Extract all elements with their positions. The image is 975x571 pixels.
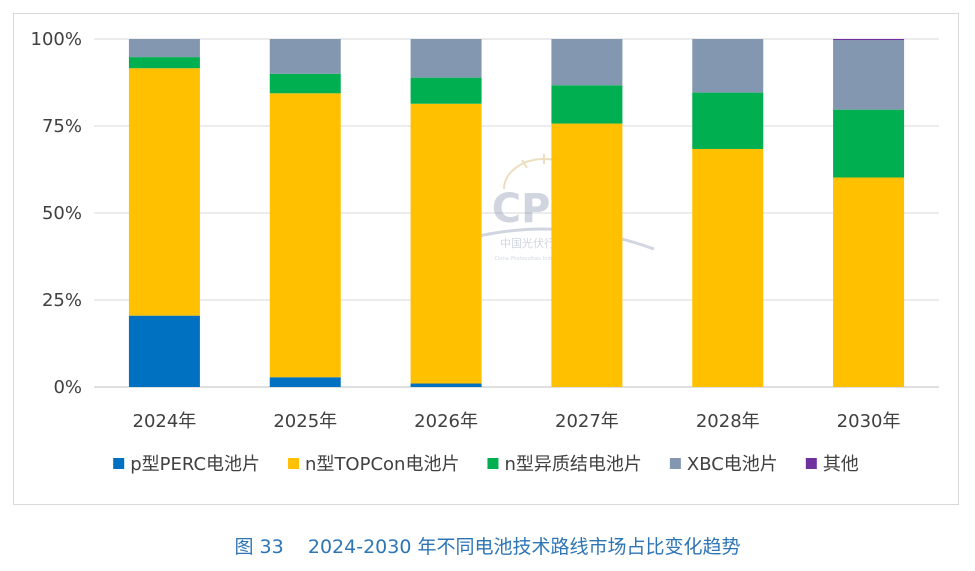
- x-tick-label: 2030年: [837, 411, 901, 432]
- bar-segment: [833, 39, 905, 41]
- x-tick-label: 2027年: [555, 411, 619, 432]
- bar-segment: [692, 148, 764, 387]
- y-tick-label: 75%: [42, 116, 82, 137]
- bar-segment: [833, 40, 905, 110]
- legend-label: n型异质结电池片: [504, 454, 641, 475]
- legend-item: p型PERC电池片: [113, 454, 260, 475]
- legend-label: n型TOPCon电池片: [305, 454, 459, 475]
- figure-caption: 图 33 2024-2030 年不同电池技术路线市场占比变化趋势: [234, 536, 741, 558]
- legend-swatch: [113, 458, 125, 469]
- axes: 0% 25% 50% 75% 100% 2024年 2025年 2026年 2027年 2028年…: [31, 29, 901, 432]
- bar-segment: [551, 85, 623, 124]
- bar-segment: [128, 39, 200, 58]
- legend-label: 其他: [823, 454, 859, 475]
- legend-item: n型TOPCon电池片: [288, 454, 459, 475]
- stacked-bar-chart: CPIA 中国光伏行业协会 China Photovoltaic Industr…: [31, 29, 939, 475]
- bar-segment: [269, 73, 341, 94]
- legend-swatch: [487, 458, 499, 469]
- bar-segment: [551, 123, 623, 388]
- bar-segment: [692, 92, 764, 149]
- chart-frame: CPIA 中国光伏行业协会 China Photovoltaic Industr…: [13, 13, 959, 505]
- bar-segment: [128, 57, 200, 69]
- bar-segment: [128, 68, 200, 316]
- bar-segment: [410, 77, 482, 104]
- legend-label: XBC电池片: [687, 454, 778, 475]
- x-tick-label: 2025年: [273, 411, 337, 432]
- bar-segment: [551, 39, 623, 86]
- bar-segment: [269, 377, 341, 387]
- y-tick-label: 25%: [42, 290, 82, 311]
- legend-item: 其他: [805, 454, 859, 475]
- y-tick-label: 50%: [42, 203, 82, 224]
- legend-swatch: [805, 458, 817, 469]
- bars: [128, 39, 905, 388]
- y-tick-label: 0%: [53, 377, 82, 398]
- legend-item: n型异质结电池片: [487, 454, 642, 475]
- x-tick-label: 2024年: [133, 411, 197, 432]
- bar-segment: [833, 109, 905, 178]
- legend-swatch: [669, 458, 681, 469]
- legend-label: p型PERC电池片: [130, 454, 260, 475]
- legend-item: XBC电池片: [669, 454, 778, 475]
- bar-segment: [128, 315, 200, 387]
- bar-segment: [410, 383, 482, 387]
- bar-segment: [269, 93, 341, 378]
- legend-swatch: [288, 458, 300, 469]
- legend: p型PERC电池片 n型TOPCon电池片 n型异质结电池片 XBC电池片 其他: [113, 454, 859, 475]
- x-tick-label: 2028年: [696, 411, 760, 432]
- bar-segment: [692, 39, 764, 93]
- watermark-small: China Photovoltaic Industry Association: [495, 256, 594, 262]
- bar-segment: [833, 177, 905, 387]
- bar-segment: [269, 39, 341, 74]
- x-tick-label: 2026年: [414, 411, 478, 432]
- bar-segment: [410, 103, 482, 384]
- bar-segment: [410, 39, 482, 78]
- y-tick-label: 100%: [31, 29, 82, 50]
- gridlines: [94, 38, 939, 388]
